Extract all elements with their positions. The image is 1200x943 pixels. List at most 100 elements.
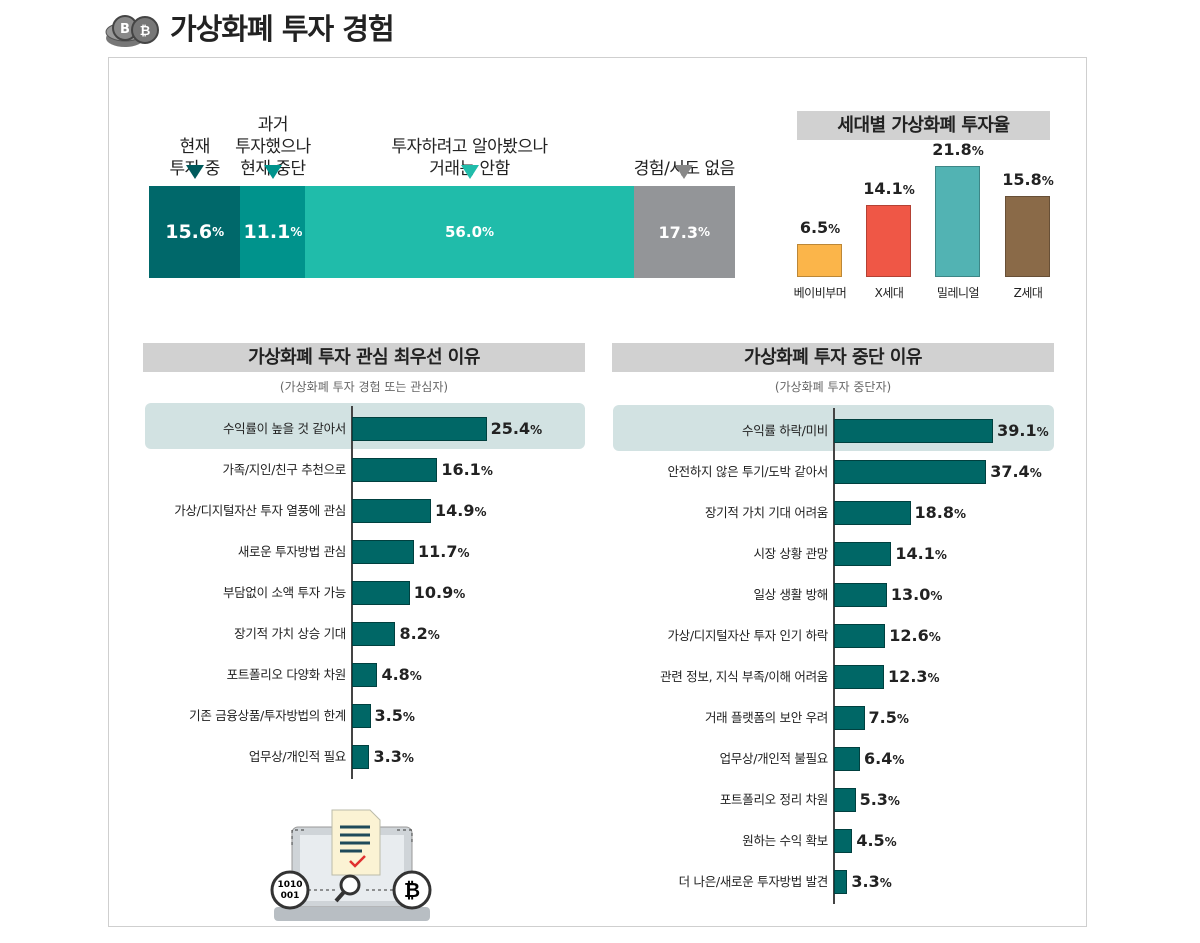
percent-sign: % <box>212 225 225 239</box>
value-number: 16.1 <box>441 460 481 479</box>
value-number: 4.5 <box>856 831 885 850</box>
bar-value: 5.3% <box>860 788 900 812</box>
category-label: 안전하지 않은 투기/도박 같아서 <box>667 464 828 479</box>
percent-sign: % <box>482 225 495 239</box>
bar-value: 12.3% <box>888 665 940 689</box>
percent-sign: % <box>828 221 841 236</box>
percent-sign: % <box>402 710 415 724</box>
binary-text: 001 <box>281 891 300 901</box>
value-number: 3.5 <box>374 706 403 725</box>
generation-bar <box>935 165 980 277</box>
percent-sign: % <box>902 183 915 198</box>
category-label: 가족/지인/친구 추천으로 <box>222 462 347 477</box>
category-label: 장기적 가치 기대 어려움 <box>704 505 828 520</box>
value-number: 3.3 <box>373 747 402 766</box>
percent-sign: % <box>930 589 943 603</box>
generation-label: X세대 <box>874 286 904 300</box>
bar-value: 10.9% <box>414 581 466 605</box>
value-number: 14.1 <box>895 544 935 563</box>
value-number: 15.6 <box>165 221 213 243</box>
content-panel <box>108 57 1087 927</box>
percent-sign: % <box>1036 425 1049 439</box>
value-number: 8.2 <box>399 624 428 643</box>
generation-bar <box>797 243 842 277</box>
bar <box>834 829 853 853</box>
bar <box>834 665 885 689</box>
percent-sign: % <box>427 628 440 642</box>
category-label: 업무상/개인적 필요 <box>248 749 346 764</box>
value-number: 6.5 <box>799 217 829 237</box>
category-label: 가상/디지털자산 투자 인기 하락 <box>667 628 828 643</box>
page-title: 가상화폐 투자 경험 <box>170 12 395 46</box>
bar-value: 6.4% <box>864 747 904 771</box>
value-number: 7.5 <box>868 708 897 727</box>
bar <box>834 747 861 771</box>
svg-text:₿: ₿ <box>404 878 420 902</box>
interest-chart-title: 가상화폐 투자 관심 최우선 이유 <box>143 343 585 372</box>
value-number: 6.4 <box>864 749 893 768</box>
percent-sign: % <box>290 225 303 239</box>
interest-chart-subtitle: (가상화폐 투자 경험 또는 관심자) <box>279 380 449 394</box>
bar <box>834 624 886 648</box>
stack-segment: 15.6% <box>149 186 241 278</box>
value-number: 5.3 <box>859 790 888 809</box>
value-number: 10.9 <box>413 583 454 602</box>
magnifier-icon <box>339 874 361 896</box>
bar-value: 4.5% <box>856 829 896 853</box>
bar-value: 4.8% <box>381 663 421 687</box>
laptop-illustration: 1010 001 ₿ <box>270 809 432 921</box>
percent-sign: % <box>954 507 967 521</box>
bar <box>352 622 396 646</box>
bar-value: 18.8% <box>915 501 967 525</box>
percent-sign: % <box>480 464 493 478</box>
value-number: 12.3 <box>888 667 928 686</box>
percent-sign: % <box>892 753 905 767</box>
bar-value: 3.5% <box>375 704 415 728</box>
generation-chart-title: 세대별 가상화폐 투자율 <box>797 111 1050 140</box>
percent-sign: % <box>698 225 711 239</box>
percent-sign: % <box>530 423 543 437</box>
bar <box>834 583 887 607</box>
category-label: 부담없이 소액 투자 가능 <box>222 585 346 600</box>
svg-text:B: B <box>120 22 130 37</box>
bar-value: 25.4% <box>491 417 543 441</box>
pointer-triangle-icon <box>675 165 694 179</box>
category-label: 새로운 투자방법 관심 <box>237 544 346 559</box>
label-line: 현재 <box>179 137 211 157</box>
value-number: 11.7 <box>418 542 458 561</box>
label-line: 과거 <box>257 115 289 135</box>
value-number: 37.4 <box>990 462 1030 481</box>
percent-sign: % <box>896 712 909 726</box>
bar <box>352 499 431 523</box>
stop-chart-subtitle: (가상화폐 투자 중단자) <box>774 380 892 394</box>
bar-value: 3.3% <box>373 745 413 769</box>
bar-value: 39.1% <box>997 419 1049 443</box>
percent-sign: % <box>928 630 941 644</box>
generation-value: 14.1% <box>854 177 924 201</box>
category-label: 원하는 수익 확보 <box>742 833 828 848</box>
category-label: 업무상/개인적 불필요 <box>719 751 829 766</box>
percent-sign: % <box>887 794 900 808</box>
bar <box>352 458 438 482</box>
generation-label: 밀레니얼 <box>936 286 980 300</box>
bar <box>834 706 865 730</box>
value-number: 14.1 <box>863 179 903 199</box>
category-label: 관련 정보, 지식 부족/이해 어려움 <box>660 669 828 684</box>
value-number: 56.0 <box>445 223 483 241</box>
value-number: 4.8 <box>381 665 410 684</box>
value-number: 13.0 <box>890 585 931 604</box>
value-number: 11.1 <box>243 221 291 243</box>
bar <box>352 745 370 769</box>
value-number: 17.3 <box>658 222 699 242</box>
bar-value: 37.4% <box>990 460 1042 484</box>
bar <box>834 501 911 525</box>
bar <box>834 542 892 566</box>
generation-value: 21.8% <box>923 138 993 162</box>
bar <box>834 788 856 812</box>
generation-label: Z세대 <box>1013 286 1043 300</box>
generation-value: 6.5% <box>785 216 855 240</box>
category-label: 수익률 하락/미비 <box>742 423 828 438</box>
bar <box>834 460 987 484</box>
value-number: 25.4 <box>490 419 531 438</box>
